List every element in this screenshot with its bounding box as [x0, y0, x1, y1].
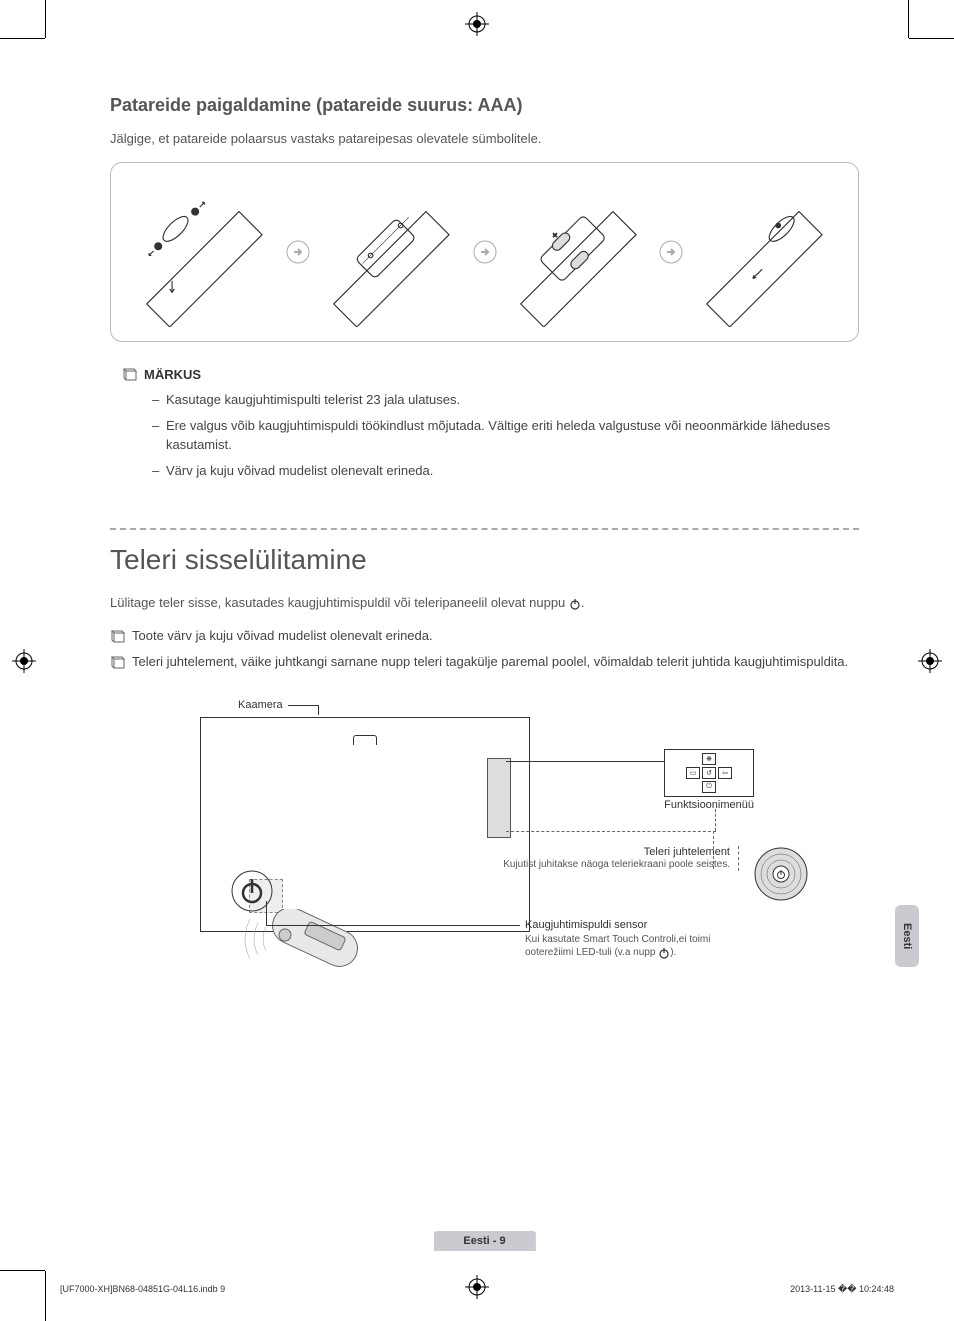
- section1-title: Patareide paigaldamine (patareide suurus…: [110, 95, 859, 116]
- note-icon: [110, 654, 126, 670]
- dashed-line: [715, 809, 716, 831]
- tv-camera-icon: [353, 735, 377, 745]
- dashed-line: [506, 831, 716, 832]
- inline-note-text: Teleri juhtelement, väike juhtkangi sarn…: [132, 652, 848, 672]
- sensor-label: Kaugjuhtimispuldi sensor: [525, 919, 755, 931]
- inline-note: Toote värv ja kuju võivad mudelist olene…: [110, 626, 859, 646]
- control-label: Teleri juhtelement: [503, 846, 730, 858]
- registration-mark-icon: [465, 12, 489, 36]
- section-divider: [110, 528, 859, 530]
- func-btn-icon: ❋: [702, 753, 716, 765]
- inline-note-text: Toote värv ja kuju võivad mudelist olene…: [132, 626, 433, 646]
- crop-mark: [0, 1270, 45, 1271]
- doc-path: [UF7000-XH]BN68-04851G-04L16.indb 9: [60, 1284, 225, 1295]
- arrow-icon: [473, 240, 497, 264]
- sensor-text: Kaugjuhtimispuldi sensor Kui kasutate Sm…: [525, 919, 755, 959]
- diagram-step-3: +: [497, 177, 660, 327]
- func-btn-icon: ⇦: [718, 767, 732, 779]
- callout-line: [318, 705, 319, 715]
- power-button-icon: [230, 869, 274, 913]
- arrow-icon: [659, 240, 683, 264]
- side-tab: Eesti: [895, 905, 919, 967]
- crop-mark: [908, 0, 909, 38]
- func-menu-label: Funktsioonimenüü: [664, 799, 754, 811]
- section1-intro: Jälgige, et patareide polaarsus vastaks …: [110, 130, 859, 148]
- crop-mark: [0, 38, 45, 39]
- control-plate: [487, 758, 511, 838]
- power-icon: [569, 598, 581, 610]
- control-dial-icon: [753, 846, 809, 902]
- timestamp: 2013-11-15 �� 10:24:48: [790, 1284, 894, 1295]
- note-icon: [122, 366, 138, 382]
- power-icon: [658, 947, 670, 959]
- callout-line: [266, 901, 267, 925]
- diagram-step-1: [123, 177, 286, 327]
- note-item: Kasutage kaugjuhtimispulti telerist 23 j…: [152, 390, 859, 410]
- note-item: Ere valgus võib kaugjuhtimispuldi töökin…: [152, 416, 859, 455]
- inline-note: Teleri juhtelement, väike juhtkangi sarn…: [110, 652, 859, 672]
- function-menu: ❋ ▭ ↺ ⇦ ⏻ Funktsioonimenüü: [664, 749, 754, 811]
- note-label: MÄRKUS: [144, 367, 201, 382]
- tv-diagram: Kaamera ❋ ▭ ↺ ⇦ ⏻ Funktsioonimenüü: [110, 691, 859, 1011]
- func-btn-icon: ↺: [702, 767, 716, 779]
- page-footer: Eesti - 9: [433, 1231, 535, 1251]
- crop-mark: [45, 0, 46, 38]
- callout-line: [266, 925, 520, 926]
- control-sub: Kujutist juhitakse näoga teleriekraani p…: [503, 858, 730, 871]
- print-footer: [UF7000-XH]BN68-04851G-04L16.indb 9 2013…: [60, 1284, 894, 1295]
- note-item: Värv ja kuju võivad mudelist olenevalt e…: [152, 461, 859, 481]
- note-list: Kasutage kaugjuhtimispulti telerist 23 j…: [152, 390, 859, 480]
- registration-mark-icon: [12, 649, 36, 673]
- func-btn-icon: ▭: [686, 767, 700, 779]
- diagram-step-4: [683, 177, 846, 327]
- note-icon: [110, 628, 126, 644]
- remote-control-icon: [230, 909, 390, 1004]
- crop-mark: [45, 1271, 46, 1321]
- section2-title: Teleri sisselülitamine: [110, 544, 859, 576]
- arrow-icon: [286, 240, 310, 264]
- page-content: Patareide paigaldamine (patareide suurus…: [110, 95, 859, 1251]
- sensor-sub: Kui kasutate Smart Touch Controli,ei toi…: [525, 933, 755, 959]
- callout-line: [288, 705, 318, 706]
- func-btn-icon: ⏻: [702, 781, 716, 793]
- note-heading: MÄRKUS: [122, 366, 859, 382]
- callout-line: [506, 761, 676, 762]
- camera-label: Kaamera: [238, 699, 283, 711]
- battery-diagram: +: [110, 162, 859, 342]
- section2-intro: Lülitage teler sisse, kasutades kaugjuht…: [110, 594, 859, 612]
- control-text: Teleri juhtelement Kujutist juhitakse nä…: [503, 846, 739, 871]
- diagram-step-2: [310, 177, 473, 327]
- crop-mark: [909, 38, 954, 39]
- registration-mark-icon: [918, 649, 942, 673]
